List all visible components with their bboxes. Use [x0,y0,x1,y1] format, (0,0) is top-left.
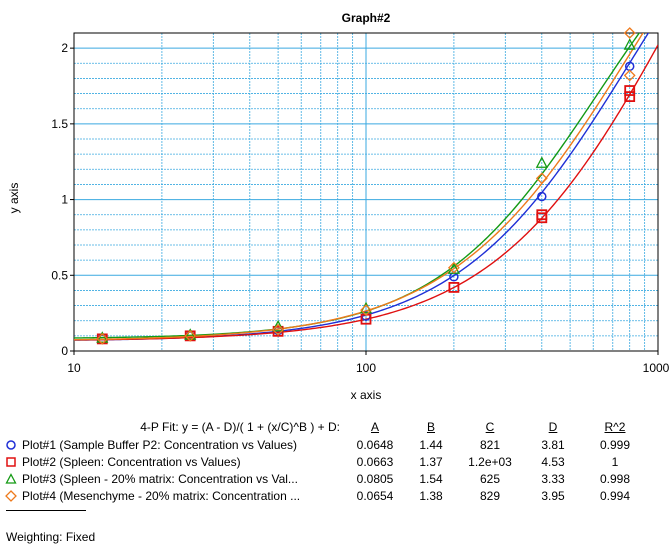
circle-marker-icon [6,440,16,450]
legend-row: Plot#2 (Spleen: Concentration vs Values)… [0,455,672,471]
param-header-a: A [370,420,379,434]
data-point [624,85,636,96]
param-a-value: 0.0805 [356,472,394,486]
legend-separator [6,510,86,511]
param-header-b: B [426,420,435,434]
series-name: Plot#4 (Mesenchyme - 20% matrix: Concent… [22,489,301,503]
param-d-value: 4.53 [541,455,565,469]
data-point [536,209,548,221]
data-point [535,156,548,168]
weighting-label: Weighting: Fixed [6,530,96,544]
diamond-marker-icon [5,490,17,502]
legend-row: Plot#1 (Sample Buffer P2: Concentration … [0,438,672,454]
legend-row: Plot#4 (Mesenchyme - 20% matrix: Concent… [0,489,672,505]
y-axis-label: y axis [7,183,21,214]
param-r2-value: 0.999 [599,438,631,452]
legend-header-row: 4-P Fit: y = (A - D)/( 1 + (x/C)^B ) + D… [0,420,672,436]
series-name: Plot#1 (Sample Buffer P2: Concentration … [22,438,298,452]
data-point [624,91,636,102]
param-d-value: 3.33 [541,472,565,486]
data-points [96,27,636,345]
y-tick-label: 0 [61,344,68,358]
y-tick-label: 2 [61,41,68,55]
chart-title: Graph#2 [342,11,391,25]
data-point [535,172,548,185]
fit-curve [74,33,644,341]
data-point [447,261,460,274]
param-b-value: 1.37 [419,455,443,469]
y-tick-label: 0.5 [51,268,68,282]
param-c-value: 829 [479,489,501,503]
param-b-value: 1.44 [419,438,443,452]
fit-curve [74,44,658,341]
data-point [537,191,547,202]
data-point [623,69,636,82]
data-point [96,332,109,345]
triangle-marker-icon [5,473,17,484]
param-c-value: 821 [479,438,501,452]
data-point [448,281,460,293]
series-name: Plot#2 (Spleen: Concentration vs Values) [22,455,241,469]
data-point [184,328,197,340]
series-name: Plot#3 (Spleen - 20% matrix: Concentrati… [22,472,298,486]
param-b-value: 1.38 [419,489,443,503]
data-point [96,331,109,343]
fit-equation: 4-P Fit: y = (A - D)/( 1 + (x/C)^B ) + D… [140,420,340,434]
legend-row: Plot#3 (Spleen - 20% matrix: Concentrati… [0,472,672,488]
y-tick-label: 1.5 [51,117,68,131]
param-r2-value: 0.998 [599,472,631,486]
data-point [184,329,197,342]
axes: 0 0.5 1 1.5 2 10 100 1000 [51,32,670,375]
data-point [623,27,636,39]
x-tick-label: 10 [67,361,81,375]
param-c-value: 1.2e+03 [468,455,512,469]
data-point [623,38,636,50]
param-d-value: 3.81 [541,438,565,452]
param-r2-value: 0.994 [599,489,631,503]
param-a-value: 0.0648 [356,438,394,452]
param-header-d: D [548,420,558,434]
param-r2-value: 1 [611,455,619,469]
param-b-value: 1.54 [419,472,443,486]
y-tick-label: 1 [61,193,68,207]
param-a-value: 0.0663 [356,455,394,469]
param-a-value: 0.0654 [356,489,394,503]
x-tick-label: 100 [356,361,376,375]
x-tick-label: 1000 [643,361,670,375]
chart-svg: 0 0.5 1 1.5 2 10 100 1000 Graph#2 x axis y axis [7,11,670,402]
x-axis-label: x axis [351,388,382,402]
param-header-r2: R^2 [604,420,626,434]
grid-lines [74,33,658,351]
data-point [272,323,285,336]
data-point [360,304,372,317]
param-c-value: 625 [479,472,501,486]
data-point [272,319,285,332]
param-header-c: C [485,420,495,434]
param-d-value: 3.95 [541,489,565,503]
square-marker-icon [6,457,16,467]
